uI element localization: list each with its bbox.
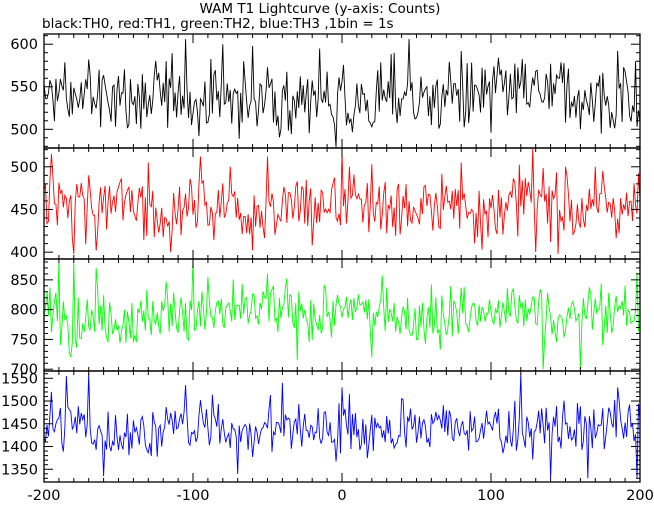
panel-stack: 500 550 600 400 450 500 700 750 800 850 1350 1400 14… xyxy=(1,33,641,483)
x-tick-label: 0 xyxy=(337,488,346,504)
panel-th2: 700 750 800 850 xyxy=(10,258,641,378)
series-line-th0 xyxy=(43,39,641,148)
x-tick-label: 100 xyxy=(477,488,505,504)
panel-th0: 500 550 600 xyxy=(10,33,641,149)
y-tick-label: 800 xyxy=(10,303,38,319)
y-tick-label: 500 xyxy=(10,122,38,138)
y-tick-label: 1400 xyxy=(1,440,38,456)
series-line-th1 xyxy=(43,148,641,254)
x-tick-label: 200 xyxy=(626,488,654,504)
y-tick-label: 1450 xyxy=(1,417,38,433)
y-tick-label: 750 xyxy=(10,332,38,348)
y-tick-label: 500 xyxy=(10,160,38,176)
y-tick-label: 850 xyxy=(10,273,38,289)
panel-th1: 400 450 500 xyxy=(10,147,641,261)
panel-frame-th0 xyxy=(43,33,641,149)
x-tick-label: -200 xyxy=(28,488,61,504)
x-tick-label: -100 xyxy=(177,488,210,504)
chart-title: WAM T1 Lightcurve (y-axis: Counts) xyxy=(200,1,441,17)
y-tick-label: 400 xyxy=(10,245,38,261)
y-tick-label: 1350 xyxy=(1,462,38,478)
y-tick-label: 550 xyxy=(10,80,38,96)
y-tick-label: 1500 xyxy=(1,394,38,410)
panel-th3: 1350 1400 1450 1500 1550 xyxy=(1,370,641,483)
x-axis: -200 -100 0 100 200 xyxy=(28,488,654,504)
y-tick-label: 450 xyxy=(10,202,38,218)
y-tick-label: 1550 xyxy=(1,371,38,387)
series-line-th2 xyxy=(43,258,641,370)
y-tick-label: 700 xyxy=(10,362,38,378)
series-line-th3 xyxy=(43,373,641,479)
y-tick-label: 600 xyxy=(10,37,38,53)
chart-subtitle: black:TH0, red:TH1, green:TH2, blue:TH3 … xyxy=(42,16,394,32)
